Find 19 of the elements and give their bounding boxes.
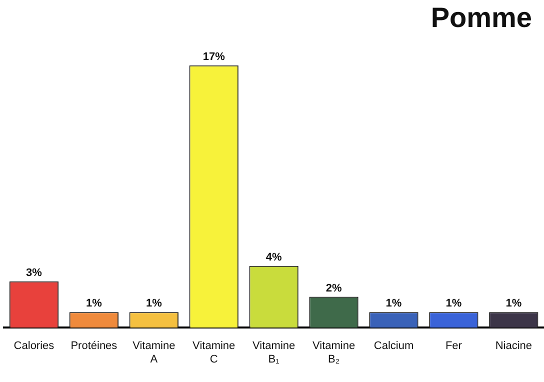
data-label: 4% bbox=[266, 251, 282, 264]
x-tick-label: Vitamine A bbox=[132, 340, 176, 366]
data-label: 2% bbox=[326, 282, 342, 294]
x-tick-label: Vitamine B₂ bbox=[312, 340, 356, 366]
x-tick-label: Calories bbox=[14, 340, 55, 352]
data-label: 1% bbox=[506, 298, 522, 310]
x-tick-label: Fer bbox=[445, 340, 462, 352]
x-tick-label: Protéines bbox=[70, 340, 118, 352]
data-label: 1% bbox=[146, 298, 162, 310]
x-tick-label: Vitamine B₁ bbox=[252, 340, 296, 366]
chart-title: Pomme bbox=[430, 2, 532, 34]
data-label: 1% bbox=[446, 298, 462, 310]
x-tick-label: Vitamine C bbox=[192, 340, 236, 366]
data-label: 1% bbox=[86, 298, 102, 310]
data-label: 17% bbox=[202, 50, 226, 63]
x-tick-label: Calcium bbox=[374, 340, 414, 352]
data-label: 1% bbox=[386, 298, 402, 310]
data-label: 3% bbox=[26, 266, 42, 279]
x-tick-label: Niacine bbox=[495, 340, 532, 352]
